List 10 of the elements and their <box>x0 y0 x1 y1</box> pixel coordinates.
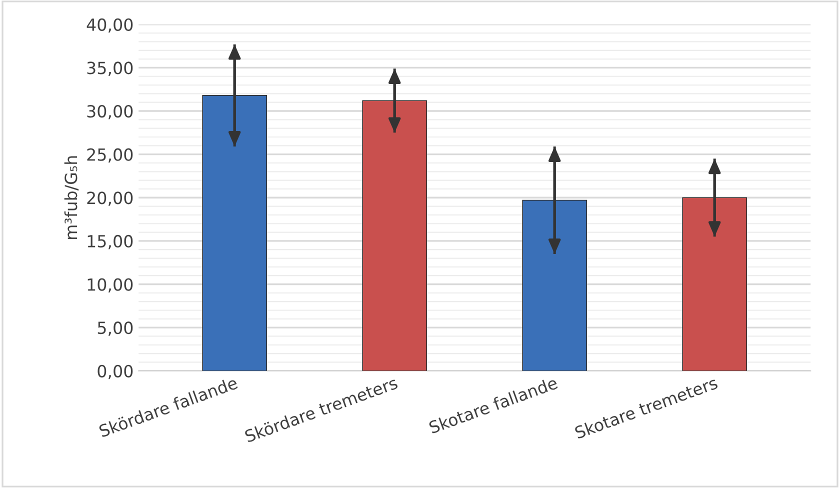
y-tick-label: 0,00 <box>98 364 133 380</box>
y-axis-title: m³fub/G₅h <box>64 156 79 239</box>
y-tick-label: 25,00 <box>87 148 133 163</box>
y-tick-label: 10,00 <box>88 278 133 293</box>
y-tick-label: 20,00 <box>87 192 133 206</box>
y-tick-label: 35,00 <box>87 62 133 76</box>
y-tick-label: 5,00 <box>98 322 133 336</box>
y-tick-label: 30,00 <box>87 104 133 120</box>
y-tick-label: 40,00 <box>86 18 133 33</box>
y-tick-label: 15,00 <box>88 234 133 250</box>
